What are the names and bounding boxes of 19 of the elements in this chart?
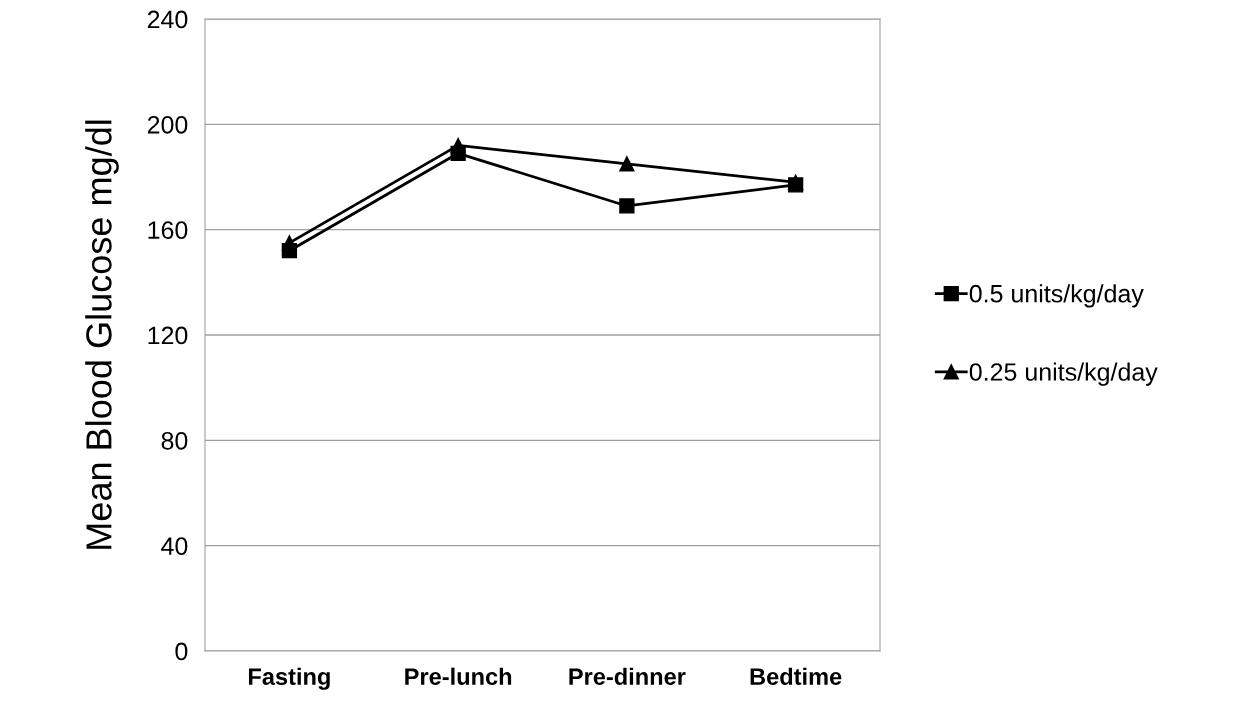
y-tick-label: 160 <box>148 221 188 239</box>
y-tick-label: 120 <box>148 326 188 345</box>
y-tick-label: 40 <box>161 537 188 555</box>
y-tick-label: 200 <box>147 115 188 134</box>
x-tick-label: Bedtime <box>750 667 842 686</box>
point <box>619 198 635 214</box>
y-tick-label: 80 <box>161 431 188 450</box>
y-axis-title: Mean Blood Glucose mg/dl <box>85 120 119 549</box>
y-tick-label: 0 <box>175 642 188 661</box>
legend-label: 0.25 units/kg/day <box>969 362 1158 386</box>
point <box>619 156 635 172</box>
point <box>450 145 466 161</box>
x-tick-label: Fasting <box>248 667 330 690</box>
y-tick-label: 240 <box>147 10 188 29</box>
point <box>281 243 298 259</box>
point <box>787 177 804 193</box>
x-tick-label: Pre-lunch <box>405 667 512 686</box>
legend-label: 0.5 units/kg/day <box>969 284 1144 308</box>
x-tick-label: Pre-dinner <box>569 667 686 686</box>
